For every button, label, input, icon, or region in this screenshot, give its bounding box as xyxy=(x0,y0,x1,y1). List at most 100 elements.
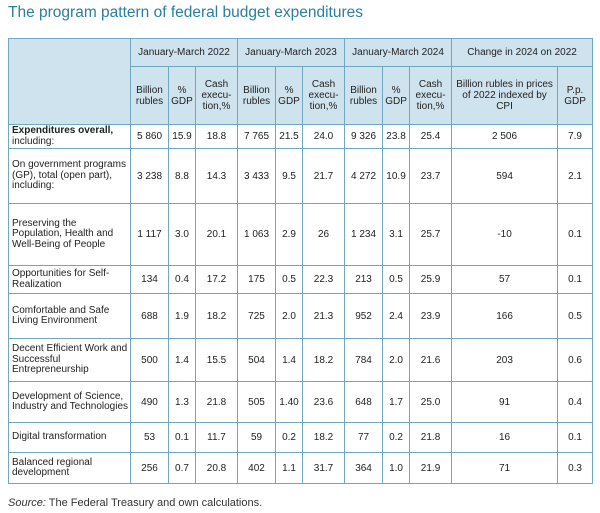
cell-gdp-2023: 21.5 xyxy=(275,124,304,149)
row-label: Comfortable and Safe Living Environment xyxy=(8,293,131,339)
cell-gdp-2022: 1.4 xyxy=(168,338,196,382)
table-row: Balanced regional development 256 0.7 20.8 4… xyxy=(8,452,594,484)
source-text: The Federal Treasury and own calculation… xyxy=(45,497,263,509)
header-change-rubles: Billion rubles in prices of 2022 indexed… xyxy=(451,66,559,125)
cell-billion-2024: 364 xyxy=(344,452,384,484)
cell-billion-2024: 648 xyxy=(344,381,384,423)
cell-cash-2024: 21.8 xyxy=(409,422,453,453)
header-billion-2024: Billion rubles xyxy=(344,66,384,125)
cell-cash-2022: 20.1 xyxy=(194,203,239,266)
cell-change-pp-gdp: 7.9 xyxy=(557,124,594,149)
header-billion-2023: Billion rubles xyxy=(237,66,277,125)
row-label: Digital transformation xyxy=(8,422,131,453)
row-label-main: Expenditures overall, xyxy=(12,125,114,136)
cell-cash-2023: 21.7 xyxy=(302,148,346,204)
table-row: Expenditures overall, including: 5 860 15.9… xyxy=(8,124,594,149)
cell-gdp-2023: 9.5 xyxy=(275,148,304,204)
cell-billion-2024: 952 xyxy=(344,293,384,339)
cell-cash-2024: 25.4 xyxy=(409,124,453,149)
cell-billion-2023: 1 063 xyxy=(237,203,277,266)
cell-cash-2024: 23.7 xyxy=(409,148,453,204)
cell-gdp-2024: 0.5 xyxy=(382,265,411,294)
cell-gdp-2023: 0.5 xyxy=(275,265,304,294)
cell-cash-2022: 18.2 xyxy=(194,293,239,339)
row-label: Opportunities for Self-Realization xyxy=(8,265,131,294)
cell-cash-2024: 23.9 xyxy=(409,293,453,339)
row-label-main: Balanced regional development xyxy=(12,456,93,478)
cell-cash-2022: 17.2 xyxy=(194,265,239,294)
cell-gdp-2022: 0.1 xyxy=(168,422,196,453)
cell-gdp-2022: 8.8 xyxy=(168,148,196,204)
cell-gdp-2024: 3.1 xyxy=(382,203,411,266)
row-label: Balanced regional development xyxy=(8,452,131,484)
header-change-group: Change in 2024 on 2022 xyxy=(451,38,594,67)
cell-gdp-2024: 2.0 xyxy=(382,338,411,382)
cell-change-rubles: 203 xyxy=(451,338,559,382)
source-label: Source: xyxy=(8,497,46,509)
table-row: Preserving the Population, Health and We… xyxy=(8,203,594,266)
cell-gdp-2024: 1.0 xyxy=(382,452,411,484)
cell-billion-2022: 3 238 xyxy=(130,148,169,204)
cell-gdp-2023: 1.1 xyxy=(275,452,304,484)
cell-billion-2023: 504 xyxy=(237,338,277,382)
cell-billion-2023: 7 765 xyxy=(237,124,277,149)
cell-cash-2023: 22.3 xyxy=(302,265,346,294)
cell-gdp-2024: 10.9 xyxy=(382,148,411,204)
cell-change-rubles: 166 xyxy=(451,293,559,339)
header-billion-2022: Billion rubles xyxy=(130,66,169,125)
cell-billion-2024: 4 272 xyxy=(344,148,384,204)
cell-gdp-2022: 1.3 xyxy=(168,381,196,423)
header-gdp-2024: % GDP xyxy=(382,66,411,125)
cell-billion-2024: 213 xyxy=(344,265,384,294)
row-label: Decent Efficient Work and Successful Ent… xyxy=(8,338,131,382)
row-label: On government programs (GP), total (open… xyxy=(8,148,131,204)
header-gdp-2023: % GDP xyxy=(275,66,304,125)
row-label: Development of Science, Industry and Tec… xyxy=(8,381,131,423)
cell-change-rubles: 594 xyxy=(451,148,559,204)
cell-gdp-2023: 1.40 xyxy=(275,381,304,423)
cell-gdp-2024: 2.4 xyxy=(382,293,411,339)
table-row: Digital transformation 53 0.1 11.7 59 0.2 18.2… xyxy=(8,422,594,453)
cell-cash-2022: 18.8 xyxy=(194,124,239,149)
header-row-sub: Billion rubles % GDP Cash execu-tion,% B… xyxy=(9,66,594,125)
cell-cash-2023: 24.0 xyxy=(302,124,346,149)
header-period-2023: January-March 2023 xyxy=(237,38,346,67)
header-period-2024: January-March 2024 xyxy=(344,38,453,67)
cell-billion-2022: 1 117 xyxy=(130,203,169,266)
row-label-main: Development of Science, Industry and Tec… xyxy=(12,390,129,412)
cell-change-rubles: 91 xyxy=(451,381,559,423)
cell-billion-2022: 500 xyxy=(130,338,169,382)
cell-billion-2023: 3 433 xyxy=(237,148,277,204)
row-label-main: Opportunities for Self-Realization xyxy=(12,268,110,290)
row-label-rest: including: xyxy=(12,135,55,147)
cell-gdp-2023: 2.0 xyxy=(275,293,304,339)
row-label-main: On government programs (GP), total (open… xyxy=(12,159,126,192)
cell-billion-2024: 784 xyxy=(344,338,384,382)
cell-billion-2022: 5 860 xyxy=(130,124,169,149)
cell-billion-2024: 77 xyxy=(344,422,384,453)
cell-billion-2023: 505 xyxy=(237,381,277,423)
cell-change-rubles: -10 xyxy=(451,203,559,266)
row-label-main: Comfortable and Safe Living Environment xyxy=(12,304,110,326)
cell-cash-2024: 21.9 xyxy=(409,452,453,484)
cell-cash-2022: 21.8 xyxy=(194,381,239,423)
header-cash-2024: Cash execu-tion,% xyxy=(409,66,453,125)
cell-gdp-2022: 0.4 xyxy=(168,265,196,294)
cell-cash-2023: 31.7 xyxy=(302,452,346,484)
cell-cash-2024: 25.9 xyxy=(409,265,453,294)
table-row: Comfortable and Safe Living Environment 6… xyxy=(8,293,594,339)
cell-change-pp-gdp: 0.3 xyxy=(557,452,594,484)
cell-cash-2024: 21.6 xyxy=(409,338,453,382)
cell-change-pp-gdp: 0.1 xyxy=(557,203,594,266)
header-cash-2022: Cash execu-tion,% xyxy=(194,66,239,125)
cell-cash-2023: 26 xyxy=(302,203,346,266)
header-row-groups: January-March 2022 January-March 2023 Ja… xyxy=(8,38,594,125)
cell-gdp-2023: 2.9 xyxy=(275,203,304,266)
row-label: Preserving the Population, Health and We… xyxy=(8,203,131,266)
cell-gdp-2022: 15.9 xyxy=(168,124,196,149)
cell-billion-2024: 1 234 xyxy=(344,203,384,266)
cell-cash-2022: 11.7 xyxy=(194,422,239,453)
cell-change-rubles: 57 xyxy=(451,265,559,294)
cell-cash-2022: 14.3 xyxy=(194,148,239,204)
cell-cash-2024: 25.7 xyxy=(409,203,453,266)
